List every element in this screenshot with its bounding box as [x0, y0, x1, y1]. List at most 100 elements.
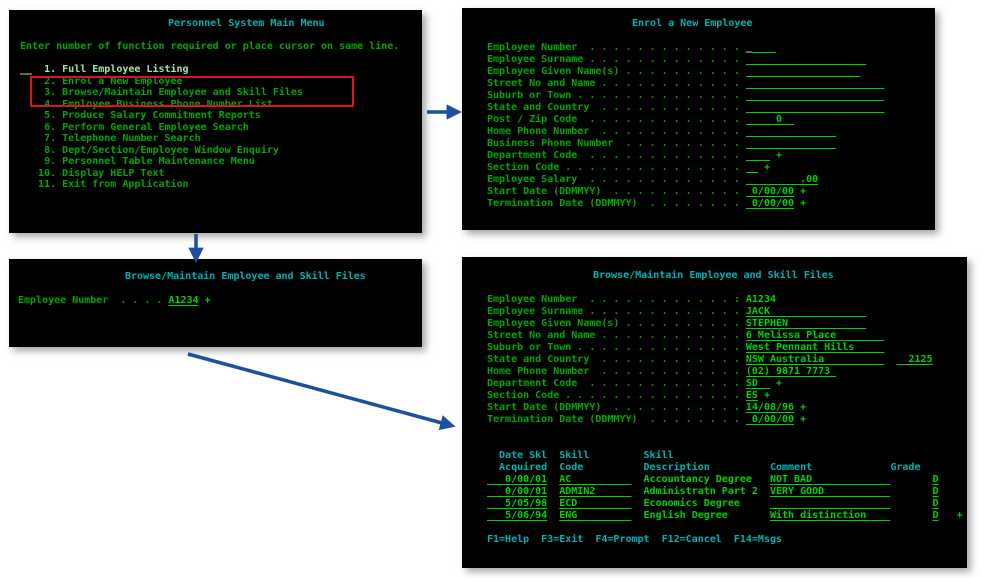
skill-code-input[interactable]: ENG	[559, 510, 632, 521]
department-code-input[interactable]	[746, 150, 770, 161]
prompt-plus: +	[794, 186, 807, 197]
surname-input[interactable]	[746, 54, 866, 65]
business-phone-input[interactable]	[746, 138, 836, 149]
field-label: Suburb or Town . . . . . . . . . . . . .…	[487, 342, 746, 353]
prompt-plus: +	[794, 402, 807, 413]
termination-date-input[interactable]: 0/00/00	[745, 414, 795, 425]
given-names-input[interactable]: STEPHEN	[745, 318, 867, 329]
prompt-plus: +	[198, 295, 211, 306]
function-key-bar: F1=Help F3=Exit F4=Prompt F12=Cancel F14…	[487, 534, 783, 545]
skill-comment-input[interactable]: VERY GOOD	[769, 486, 891, 497]
field-row: Street No and Name . . . . . . . . . . .…	[487, 78, 935, 90]
skill-description: Accountancy Degree	[643, 474, 770, 485]
section-code-input[interactable]	[746, 162, 758, 173]
skill-row: 5/06/94 ENG English Degree With distincti…	[487, 510, 967, 522]
field-row: Home Phone Number . . . . . . . . . . . …	[487, 366, 967, 378]
field-label: Post / Zip Code . . . . . . . . . . . . …	[487, 114, 746, 125]
menu-item-9[interactable]: 9. Personnel Table Maintenance Menu	[20, 156, 255, 167]
field-label: Street No and Name . . . . . . . . . . .…	[487, 78, 746, 89]
field-label: Section Code . . . . . . . . . . . . . .…	[487, 390, 746, 401]
state-country-input[interactable]	[746, 102, 884, 113]
menu-item-11[interactable]: 11. Exit from Application	[20, 179, 189, 190]
section-code-input[interactable]: ES	[745, 390, 758, 401]
state-country-input[interactable]: NSW Australia	[745, 354, 885, 365]
blank-line	[487, 30, 935, 42]
field-label: Termination Date (DDMMYY) . . . . . . . …	[487, 198, 746, 209]
blank-line	[20, 53, 422, 65]
salary-input[interactable]: .00	[745, 174, 819, 185]
field-row: Employee Number . . . . . . . . . . . . …	[487, 42, 935, 54]
menu-item-6[interactable]: 6. Perform General Employee Search	[20, 121, 249, 133]
home-phone-input[interactable]	[746, 126, 836, 137]
page-title: Personnel System Main Menu	[168, 18, 325, 29]
menu-item-4[interactable]: 4. Employee Business Phone Number List	[20, 98, 273, 110]
field-row: Start Date (DDMMYY) . . . . . . . . . . …	[487, 186, 935, 198]
start-date-input[interactable]: 14/08/96	[745, 402, 795, 413]
field-row: Termination Date (DDMMYY) . . . . . . . …	[487, 198, 935, 210]
field-label: Employee Number . . . .	[18, 295, 169, 306]
field-row: Start Date (DDMMYY) . . . . . . . . . . …	[487, 402, 967, 414]
employee-number-input[interactable]	[752, 42, 776, 53]
field-row: Termination Date (DDMMYY) . . . . . . . …	[487, 414, 967, 426]
street-input[interactable]	[746, 78, 884, 89]
menu-item-8[interactable]: 8. Dept/Section/Employee Window Enquiry	[20, 144, 279, 156]
skill-code-input[interactable]: ADMIN2	[559, 486, 632, 497]
suburb-input[interactable]	[746, 90, 884, 101]
termination-date-input[interactable]: 0/00/00	[745, 198, 795, 209]
skills-table-header-2: Acquired Code Description Comment Grade	[487, 462, 921, 473]
input-cursor: _	[745, 42, 752, 53]
menu-item-3[interactable]: 3. Browse/Maintain Employee and Skill Fi…	[20, 87, 303, 98]
skill-date-input[interactable]: 0/00/01	[487, 474, 548, 485]
skill-date-input[interactable]: 0/00/01	[487, 486, 548, 497]
menu-item-10[interactable]: 10. Display HELP Text	[20, 167, 165, 179]
postcode-input[interactable]: 2125	[896, 354, 933, 365]
prompt-plus: +	[769, 150, 783, 161]
prompt-plus: +	[938, 510, 963, 521]
field-row: Employee Surname . . . . . . . . . . . .…	[487, 54, 935, 66]
field-label: Employee Surname . . . . . . . . . . . .…	[487, 306, 746, 317]
field-label: Employee Surname . . . . . . . . . . . .…	[487, 54, 746, 65]
skill-comment-input[interactable]	[770, 498, 890, 509]
skill-comment-input[interactable]: With distinction	[769, 510, 891, 521]
skills-table-header-1: Date Skl Skill Skill	[487, 450, 674, 461]
suburb-input[interactable]: West Pennant Hills	[745, 342, 885, 353]
field-label: Home Phone Number . . . . . . . . . . . …	[487, 366, 746, 377]
menu-item-5[interactable]: 5. Produce Salary Commitment Reports	[20, 110, 261, 121]
page-title: Enrol a New Employee	[632, 18, 753, 29]
skill-date-input[interactable]: 5/05/98	[487, 498, 548, 509]
screen-browse-lookup: Browse/Maintain Employee and Skill Files…	[9, 259, 422, 347]
screen-enrol-new-employee: Enrol a New Employee Employee Number . .…	[462, 8, 935, 230]
input-cursor: __	[20, 64, 33, 75]
skill-row: 0/00/01 ADMIN2 Administratn Part 2 VERY G…	[487, 486, 967, 498]
field-row: State and Country . . . . . . . . . . . …	[487, 354, 967, 366]
skill-grade-input[interactable]: D	[932, 486, 939, 497]
skill-code-input[interactable]: ECD	[559, 498, 632, 509]
skill-grade-input[interactable]: D	[932, 498, 939, 509]
field-row: Section Code . . . . . . . . . . . . . .…	[487, 162, 935, 174]
skill-code-input[interactable]: AC	[559, 474, 632, 485]
field-row: Section Code . . . . . . . . . . . . . .…	[487, 390, 967, 402]
field-label: Employee Salary . . . . . . . . . . . . …	[487, 174, 746, 185]
blank-line	[487, 522, 967, 534]
home-phone-input[interactable]: (02) 9871 7773	[745, 366, 837, 377]
field-label: Section Code . . . . . . . . . . . . . .…	[487, 162, 746, 173]
menu-prompt: Enter number of function required or pla…	[20, 41, 400, 52]
start-date-input[interactable]: 0/00/00	[745, 186, 795, 197]
skill-date-input[interactable]: 5/06/94	[487, 510, 548, 521]
street-input[interactable]: 6 Melissa Place	[745, 330, 885, 341]
menu-item-7[interactable]: 7. Telephone Number Search	[20, 133, 201, 144]
skill-grade-input[interactable]: D	[932, 474, 939, 485]
skill-grade-input[interactable]: D	[932, 510, 939, 521]
page-title: Browse/Maintain Employee and Skill Files	[593, 270, 834, 281]
menu-item-2[interactable]: 2. Enrol a New Employee	[20, 75, 183, 87]
employee-number-input[interactable]: A1234	[168, 295, 199, 306]
skill-comment-input[interactable]: NOT BAD	[769, 474, 891, 485]
given-names-input[interactable]	[746, 66, 860, 77]
prompt-plus: +	[794, 414, 807, 425]
field-label: Employee Given Name(s) . . . . . . . . .…	[487, 318, 746, 329]
department-code-input[interactable]: SD	[745, 378, 770, 389]
surname-input[interactable]: JACK	[745, 306, 867, 317]
zip-code-input[interactable]: 0	[745, 114, 795, 125]
skill-row: 5/05/98 ECD Economics Degree D	[487, 498, 967, 510]
menu-item-1[interactable]: __ 1. Full Employee Listing	[20, 64, 422, 76]
